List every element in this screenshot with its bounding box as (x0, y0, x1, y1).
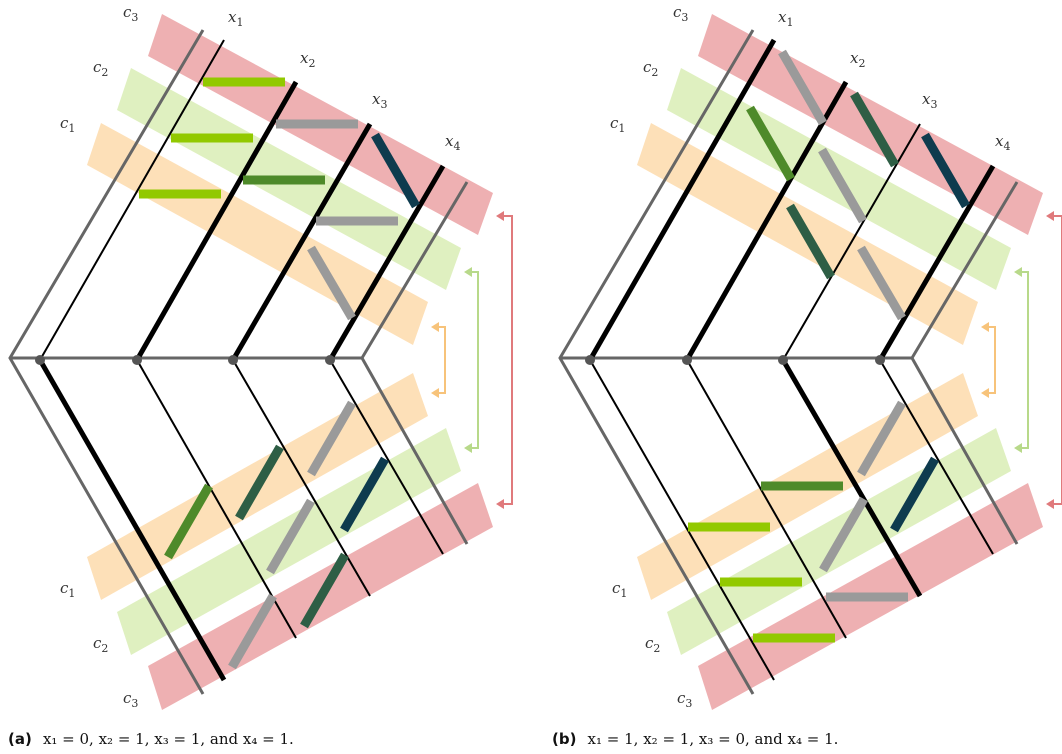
node-x3-a (228, 355, 238, 365)
caption-tag-b: (b) (552, 730, 576, 748)
gadget-b-3 (850, 91, 899, 168)
arrowhead-c2-top-a (464, 267, 472, 277)
clause-label-c2-top-b: c2 (643, 58, 658, 79)
arrowhead-c3-top-b (1046, 211, 1054, 221)
chain-x4-lower-a (329, 359, 444, 555)
arrowhead-c1-bottom-a (431, 388, 439, 398)
chain-x1-lower-a (37, 358, 227, 682)
node-x2-b (682, 355, 692, 365)
gadget-b-5 (786, 203, 835, 280)
gadget-b-8 (857, 400, 906, 477)
gadget-a-12 (266, 498, 315, 575)
arrow-c2-b (1018, 271, 1029, 449)
clause-label-c1-bottom-a: c1 (60, 579, 75, 600)
arrowhead-c3-bottom-b (1046, 499, 1054, 509)
gadget-a-10 (235, 444, 284, 521)
caption-tag-a: (a) (8, 730, 32, 748)
chain-x1-lower-b (589, 359, 775, 681)
node-x2-a (132, 355, 142, 365)
var-label-x2-a: x2 (300, 49, 315, 70)
node-x1-b (585, 355, 595, 365)
arrow-c3-b (1050, 215, 1062, 505)
gadget-b-10 (890, 456, 939, 533)
clause-label-c3-bottom-a: c3 (123, 689, 138, 710)
var-label-x2-b: x2 (850, 49, 865, 70)
arrowhead-c3-bottom-a (496, 499, 504, 509)
band-c1-top-a (87, 123, 428, 345)
gadget-b-4 (818, 147, 867, 224)
arrowhead-c2-bottom-a (464, 443, 472, 453)
panel-a: c3 c2 c1 c1 c2 c3 x1 x2 x3 x4 (a) x₁ = 0… (8, 3, 513, 748)
var-label-x3-a: x3 (372, 90, 387, 111)
arrow-c1-a (435, 326, 446, 394)
var-label-x1-b: x1 (778, 8, 793, 29)
node-x3-b (778, 355, 788, 365)
arrowhead-c3-top-a (496, 211, 504, 221)
gadget-a-13 (340, 456, 389, 533)
gadget-a-14 (228, 593, 277, 670)
clause-label-c3-top-a: c3 (123, 3, 138, 24)
arrowhead-c1-bottom-b (981, 388, 989, 398)
chain-x2-lower-a (136, 359, 297, 639)
chain-x1-b (587, 38, 777, 362)
gadget-b-6 (921, 132, 970, 209)
arrow-c2-a (468, 271, 479, 449)
gadget-a-8 (307, 245, 356, 321)
clause-label-c1-bottom-b: c1 (612, 579, 627, 600)
clause-label-c2-top-a: c2 (93, 58, 108, 79)
chain-x4-a (327, 164, 446, 362)
var-label-x1-a: x1 (228, 8, 243, 29)
arrowhead-c2-top-b (1014, 267, 1022, 277)
panel-b: c3 c2 c1 c1 c2 c3 x1 x2 x3 x4 (b) x₁ = 1… (552, 3, 1062, 748)
arrowhead-c2-bottom-b (1014, 443, 1022, 453)
gadget-b-1 (778, 49, 827, 126)
node-x4-a (325, 355, 335, 365)
caption-text-a: x₁ = 0, x₂ = 1, x₃ = 1, and x₄ = 1. (43, 730, 294, 748)
clause-label-c3-bottom-b: c3 (677, 689, 692, 710)
clause-label-c2-bottom-b: c2 (645, 634, 660, 655)
chain-x1-a (39, 39, 225, 361)
node-x4-b (875, 355, 885, 365)
svg-text:(a) x₁ = 0, x₂ = 1, x₃ =: (a) x₁ = 0, x₂ = 1, x₃ = 1, and x₄ = 1. (8, 729, 294, 748)
clause-label-c2-bottom-a: c2 (93, 634, 108, 655)
arrowhead-c1-top-b (981, 322, 989, 332)
gadget-b-12 (819, 496, 868, 573)
gadget-a-9 (164, 483, 213, 560)
chain-x3-lower-b (780, 358, 923, 598)
node-x1-a (35, 355, 45, 365)
chain-x2-a (134, 80, 299, 362)
chain-x3-a (230, 122, 373, 362)
gadget-a-11 (307, 400, 356, 477)
chain-x2-b (684, 80, 849, 362)
gadget-a-7 (371, 132, 420, 209)
var-label-x4-a: x4 (445, 132, 460, 153)
gadget-b-2 (746, 105, 795, 182)
caption-text-b: x₁ = 1, x₂ = 1, x₃ = 0, and x₄ = 1. (588, 730, 839, 748)
arrow-c1-b (985, 326, 996, 394)
gadget-a-15 (300, 552, 349, 629)
chain-x4-b (877, 164, 996, 362)
svg-text:(b) x₁ = 1, x₂ = 1, x₃ =: (b) x₁ = 1, x₂ = 1, x₃ = 0, and x₄ = 1. (552, 729, 838, 748)
arrow-c3-a (500, 215, 513, 505)
var-label-x4-b: x4 (995, 132, 1010, 153)
clause-label-c1-top-b: c1 (610, 114, 625, 135)
gadget-b-7 (857, 245, 906, 321)
var-label-x3-b: x3 (922, 90, 937, 111)
chain-x4-lower-b (879, 359, 994, 555)
clause-label-c1-top-a: c1 (60, 114, 75, 135)
arrowhead-c1-top-a (431, 322, 439, 332)
chain-x2-lower-b (686, 359, 847, 639)
clause-label-c3-top-b: c3 (673, 3, 688, 24)
